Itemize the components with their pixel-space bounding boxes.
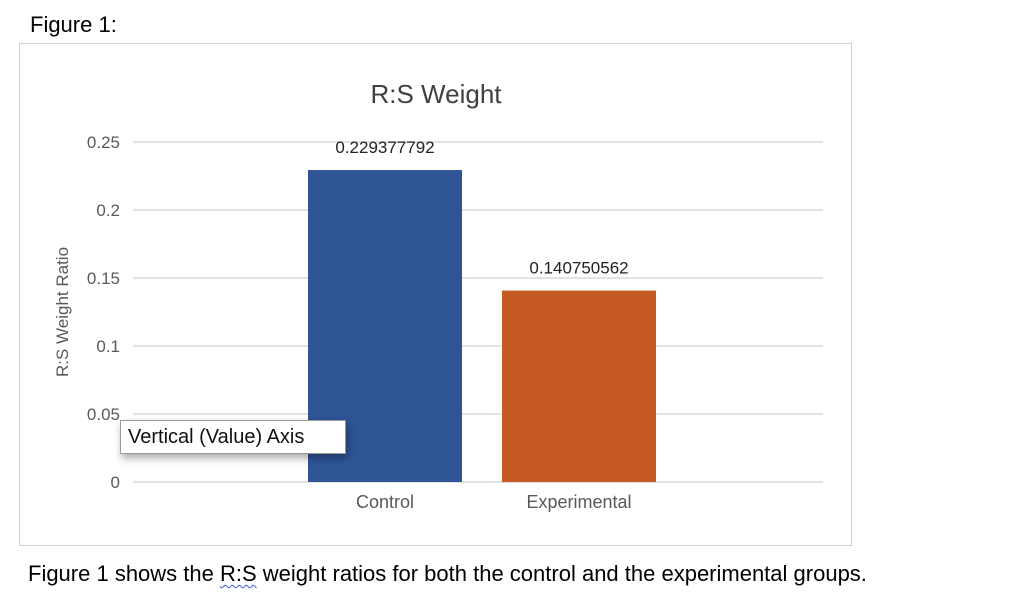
figure-caption: Figure 1 shows the R:S weight ratios for… <box>28 560 867 588</box>
x-tick-label-control: Control <box>356 492 414 512</box>
bar-chart[interactable]: R:S Weight R:S Weight Ratio 0 0.05 0.1 0.15… <box>20 44 851 545</box>
gridlines <box>133 141 823 483</box>
x-tick-label-experimental: Experimental <box>526 492 631 512</box>
y-axis-title: R:S Weight Ratio <box>53 247 72 377</box>
spellcheck-flagged-word[interactable]: R:S <box>219 561 257 586</box>
bars <box>308 170 656 482</box>
chart-area[interactable]: R:S Weight R:S Weight Ratio 0 0.05 0.1 0.15… <box>19 43 852 546</box>
y-tick-label: 0.05 <box>87 405 120 424</box>
chart-title: R:S Weight <box>370 79 502 109</box>
y-tick-label: 0.25 <box>87 133 120 152</box>
caption-text-before: Figure 1 shows the <box>28 561 220 586</box>
figure-label: Figure 1: <box>30 12 117 37</box>
labels: 0 0.05 0.1 0.15 0.2 0.25 0.229377792 Control 0.1… <box>87 133 632 512</box>
data-label-experimental: 0.140750562 <box>529 259 628 278</box>
y-tick-label: 0.1 <box>96 337 120 356</box>
bar-experimental <box>502 290 656 482</box>
caption-text-after: weight ratios for both the control and t… <box>256 561 867 586</box>
y-tick-label: 0.2 <box>96 201 120 220</box>
y-tick-label: 0 <box>111 473 120 492</box>
axis-tooltip: Vertical (Value) Axis <box>120 420 346 454</box>
y-tick-label: 0.15 <box>87 269 120 288</box>
data-label-control: 0.229377792 <box>335 138 434 157</box>
